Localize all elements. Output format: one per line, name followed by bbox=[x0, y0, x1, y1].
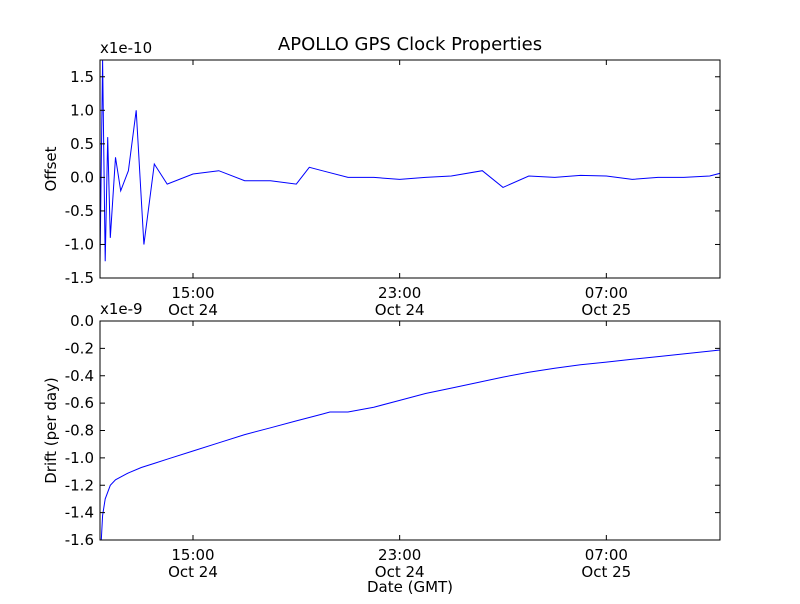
x-tick-label-date: Oct 25 bbox=[581, 563, 631, 581]
series-line-drift bbox=[100, 349, 720, 540]
x-tick-label-date: Oct 24 bbox=[375, 563, 425, 581]
y-tick-label: 0.5 bbox=[70, 135, 94, 153]
series-line-offset bbox=[100, 60, 720, 265]
x-tick-label-date: Oct 24 bbox=[168, 563, 218, 581]
y-tick-label: 1.0 bbox=[70, 101, 94, 119]
x-tick-label-time: 15:00 bbox=[171, 284, 214, 302]
y-tick-label: 0.0 bbox=[70, 312, 94, 330]
y-scale-label: x1e-10 bbox=[100, 39, 152, 57]
x-tick-label-date: Oct 24 bbox=[375, 301, 425, 319]
x-tick-label-date: Oct 25 bbox=[581, 301, 631, 319]
panel-bottom: -1.6 -1.4 -1.2 -1.0 -0.8 -0.6 -0.4 -0.2 0.0 15:00… bbox=[42, 300, 721, 581]
x-tick-label-time: 07:00 bbox=[585, 284, 628, 302]
y-tick-label: -0.2 bbox=[65, 339, 94, 357]
plot-frame bbox=[99, 320, 721, 541]
y-tick-label: 0.0 bbox=[70, 168, 94, 186]
y-axis-label: Offset bbox=[42, 146, 60, 191]
y-tick-label: -1.0 bbox=[65, 235, 94, 253]
y-tick-label: 1.5 bbox=[70, 68, 94, 86]
y-tick-label: -1.5 bbox=[65, 269, 94, 287]
x-tick-label-time: 15:00 bbox=[171, 546, 214, 564]
x-tick-label-time: 07:00 bbox=[585, 546, 628, 564]
y-tick-label: -0.5 bbox=[65, 202, 94, 220]
y-tick-label: -1.6 bbox=[65, 531, 94, 549]
y-tick-label: -0.8 bbox=[65, 422, 94, 440]
y-tick-label: -1.0 bbox=[65, 449, 94, 467]
y-scale-label: x1e-9 bbox=[100, 300, 143, 318]
x-tick-label-time: 23:00 bbox=[378, 546, 421, 564]
x-tick-label-date: Oct 24 bbox=[168, 301, 218, 319]
x-tick-label-time: 23:00 bbox=[378, 284, 421, 302]
x-axis-label: Date (GMT) bbox=[367, 578, 453, 596]
y-tick-label: -0.6 bbox=[65, 394, 94, 412]
chart-title: APOLLO GPS Clock Properties bbox=[278, 34, 542, 55]
plot-frame bbox=[99, 59, 721, 279]
y-axis-label: Drift (per day) bbox=[42, 377, 60, 484]
y-tick-label: -0.4 bbox=[65, 367, 94, 385]
y-tick-label: -1.2 bbox=[65, 476, 94, 494]
y-tick-label: -1.4 bbox=[65, 504, 94, 522]
